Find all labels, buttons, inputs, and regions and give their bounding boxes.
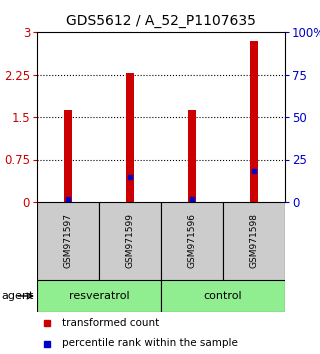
Text: control: control bbox=[204, 291, 242, 301]
Bar bbox=[188, 110, 196, 202]
Text: transformed count: transformed count bbox=[62, 318, 159, 327]
Text: GSM971599: GSM971599 bbox=[125, 213, 134, 268]
Text: resveratrol: resveratrol bbox=[69, 291, 129, 301]
Text: agent: agent bbox=[1, 291, 34, 301]
Bar bbox=[99, 202, 161, 280]
Bar bbox=[161, 280, 285, 312]
Bar bbox=[64, 110, 72, 202]
Text: percentile rank within the sample: percentile rank within the sample bbox=[62, 338, 238, 348]
Bar bbox=[223, 202, 285, 280]
Bar bbox=[37, 202, 99, 280]
Text: GSM971598: GSM971598 bbox=[250, 213, 259, 268]
Bar bbox=[126, 73, 134, 202]
Bar bbox=[37, 280, 161, 312]
Text: GSM971596: GSM971596 bbox=[188, 213, 196, 268]
Bar bbox=[161, 202, 223, 280]
Title: GDS5612 / A_52_P1107635: GDS5612 / A_52_P1107635 bbox=[66, 14, 256, 28]
Text: GSM971597: GSM971597 bbox=[63, 213, 73, 268]
Bar bbox=[250, 40, 258, 202]
